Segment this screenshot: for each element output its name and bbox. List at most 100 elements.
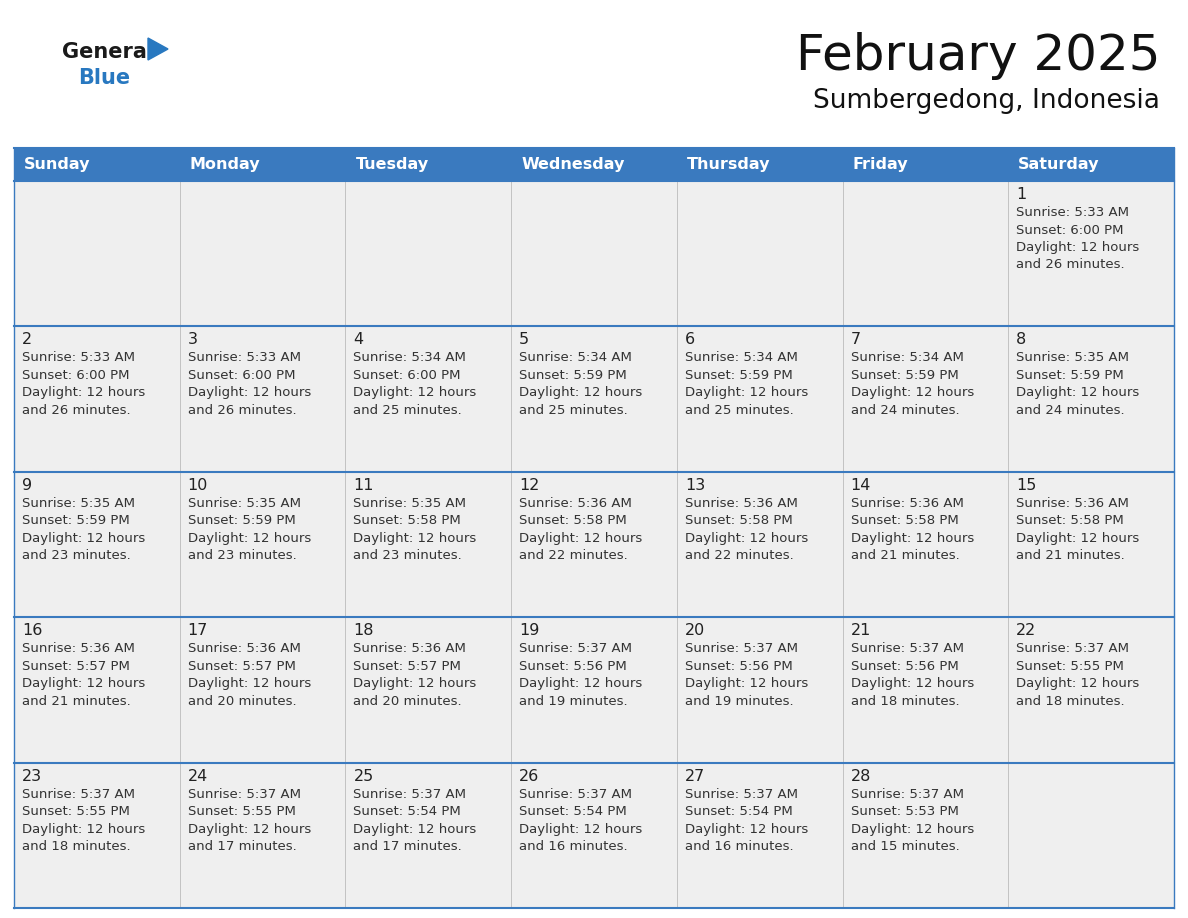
Text: Sunset: 5:54 PM: Sunset: 5:54 PM [353, 805, 461, 818]
Text: Sunday: Sunday [24, 157, 90, 172]
Text: and 17 minutes.: and 17 minutes. [353, 840, 462, 853]
Text: and 19 minutes.: and 19 minutes. [519, 695, 627, 708]
Text: Sunrise: 5:36 AM: Sunrise: 5:36 AM [353, 643, 467, 655]
Text: 11: 11 [353, 477, 374, 493]
Text: Tuesday: Tuesday [355, 157, 429, 172]
Text: 16: 16 [23, 623, 43, 638]
Text: and 16 minutes.: and 16 minutes. [519, 840, 627, 853]
Text: Sunrise: 5:35 AM: Sunrise: 5:35 AM [23, 497, 135, 509]
Text: 24: 24 [188, 768, 208, 784]
Text: Sunrise: 5:37 AM: Sunrise: 5:37 AM [519, 643, 632, 655]
Text: Sunrise: 5:36 AM: Sunrise: 5:36 AM [188, 643, 301, 655]
Text: Sunrise: 5:36 AM: Sunrise: 5:36 AM [851, 497, 963, 509]
Bar [14, 472, 1174, 617]
Text: Sunset: 5:53 PM: Sunset: 5:53 PM [851, 805, 959, 818]
Text: Daylight: 12 hours: Daylight: 12 hours [353, 677, 476, 690]
Text: Sunset: 5:57 PM: Sunset: 5:57 PM [23, 660, 129, 673]
Text: and 22 minutes.: and 22 minutes. [684, 549, 794, 563]
Text: Blue: Blue [78, 68, 131, 88]
Text: and 18 minutes.: and 18 minutes. [851, 695, 959, 708]
Text: Sunrise: 5:34 AM: Sunrise: 5:34 AM [353, 352, 467, 364]
Text: Sunrise: 5:36 AM: Sunrise: 5:36 AM [684, 497, 797, 509]
Text: 17: 17 [188, 623, 208, 638]
Text: Daylight: 12 hours: Daylight: 12 hours [1016, 241, 1139, 254]
Text: Sunrise: 5:37 AM: Sunrise: 5:37 AM [851, 788, 963, 800]
Text: Daylight: 12 hours: Daylight: 12 hours [684, 386, 808, 399]
Text: Sunset: 5:56 PM: Sunset: 5:56 PM [851, 660, 959, 673]
Text: Daylight: 12 hours: Daylight: 12 hours [23, 677, 145, 690]
Text: Daylight: 12 hours: Daylight: 12 hours [188, 823, 311, 835]
Text: and 25 minutes.: and 25 minutes. [684, 404, 794, 417]
Text: Friday: Friday [853, 157, 908, 172]
Text: and 23 minutes.: and 23 minutes. [23, 549, 131, 563]
Text: Sunrise: 5:34 AM: Sunrise: 5:34 AM [684, 352, 797, 364]
Text: Daylight: 12 hours: Daylight: 12 hours [188, 386, 311, 399]
Text: Daylight: 12 hours: Daylight: 12 hours [851, 823, 974, 835]
Text: 8: 8 [1016, 332, 1026, 347]
Bar [346, 148, 511, 181]
Text: 21: 21 [851, 623, 871, 638]
Text: Daylight: 12 hours: Daylight: 12 hours [1016, 386, 1139, 399]
Bar [677, 148, 842, 181]
Text: 1: 1 [1016, 187, 1026, 202]
Text: Sunset: 5:59 PM: Sunset: 5:59 PM [23, 514, 129, 527]
Text: Daylight: 12 hours: Daylight: 12 hours [519, 532, 643, 544]
Text: Sunset: 5:59 PM: Sunset: 5:59 PM [1016, 369, 1124, 382]
Text: 22: 22 [1016, 623, 1037, 638]
Text: 23: 23 [23, 768, 42, 784]
Text: and 19 minutes.: and 19 minutes. [684, 695, 794, 708]
Text: Daylight: 12 hours: Daylight: 12 hours [851, 677, 974, 690]
Text: Sunset: 5:55 PM: Sunset: 5:55 PM [188, 805, 296, 818]
Text: Sunrise: 5:37 AM: Sunrise: 5:37 AM [851, 643, 963, 655]
Text: February 2025: February 2025 [796, 32, 1159, 80]
Text: and 17 minutes.: and 17 minutes. [188, 840, 297, 853]
Text: Daylight: 12 hours: Daylight: 12 hours [188, 677, 311, 690]
Text: Sunset: 5:56 PM: Sunset: 5:56 PM [519, 660, 627, 673]
Text: and 26 minutes.: and 26 minutes. [23, 404, 131, 417]
Text: Sunrise: 5:36 AM: Sunrise: 5:36 AM [23, 643, 135, 655]
Text: Saturday: Saturday [1018, 157, 1100, 172]
Text: Daylight: 12 hours: Daylight: 12 hours [353, 532, 476, 544]
Text: and 21 minutes.: and 21 minutes. [851, 549, 960, 563]
Text: and 21 minutes.: and 21 minutes. [23, 695, 131, 708]
Bar [1009, 148, 1174, 181]
Text: Sunset: 5:57 PM: Sunset: 5:57 PM [188, 660, 296, 673]
Bar [511, 148, 677, 181]
Text: Sunrise: 5:37 AM: Sunrise: 5:37 AM [519, 788, 632, 800]
Text: Sunrise: 5:35 AM: Sunrise: 5:35 AM [353, 497, 467, 509]
Bar [14, 327, 1174, 472]
Bar [14, 763, 1174, 908]
Text: 15: 15 [1016, 477, 1037, 493]
Text: Sunset: 6:00 PM: Sunset: 6:00 PM [1016, 223, 1124, 237]
Polygon shape [148, 38, 168, 60]
Text: Daylight: 12 hours: Daylight: 12 hours [851, 532, 974, 544]
Text: Sunrise: 5:37 AM: Sunrise: 5:37 AM [188, 788, 301, 800]
Bar [179, 148, 346, 181]
Text: Sunset: 5:59 PM: Sunset: 5:59 PM [684, 369, 792, 382]
Bar [14, 617, 1174, 763]
Text: Daylight: 12 hours: Daylight: 12 hours [684, 823, 808, 835]
Text: Sunset: 5:57 PM: Sunset: 5:57 PM [353, 660, 461, 673]
Text: Sunset: 5:55 PM: Sunset: 5:55 PM [23, 805, 129, 818]
Text: and 26 minutes.: and 26 minutes. [188, 404, 296, 417]
Text: and 23 minutes.: and 23 minutes. [353, 549, 462, 563]
Text: Daylight: 12 hours: Daylight: 12 hours [1016, 677, 1139, 690]
Text: and 26 minutes.: and 26 minutes. [1016, 259, 1125, 272]
Text: Sunset: 5:55 PM: Sunset: 5:55 PM [1016, 660, 1124, 673]
Text: Sunrise: 5:35 AM: Sunrise: 5:35 AM [188, 497, 301, 509]
Text: Sunrise: 5:33 AM: Sunrise: 5:33 AM [1016, 206, 1130, 219]
Text: and 21 minutes.: and 21 minutes. [1016, 549, 1125, 563]
Text: Daylight: 12 hours: Daylight: 12 hours [1016, 532, 1139, 544]
Text: Sunset: 5:59 PM: Sunset: 5:59 PM [851, 369, 959, 382]
Text: Sunset: 5:59 PM: Sunset: 5:59 PM [188, 514, 296, 527]
Text: Daylight: 12 hours: Daylight: 12 hours [684, 532, 808, 544]
Text: Sunset: 5:58 PM: Sunset: 5:58 PM [353, 514, 461, 527]
Text: Daylight: 12 hours: Daylight: 12 hours [353, 386, 476, 399]
Text: 14: 14 [851, 477, 871, 493]
Text: 20: 20 [684, 623, 706, 638]
Text: Daylight: 12 hours: Daylight: 12 hours [23, 532, 145, 544]
Text: and 16 minutes.: and 16 minutes. [684, 840, 794, 853]
Text: 2: 2 [23, 332, 32, 347]
Text: Daylight: 12 hours: Daylight: 12 hours [519, 386, 643, 399]
Text: Sunrise: 5:34 AM: Sunrise: 5:34 AM [519, 352, 632, 364]
